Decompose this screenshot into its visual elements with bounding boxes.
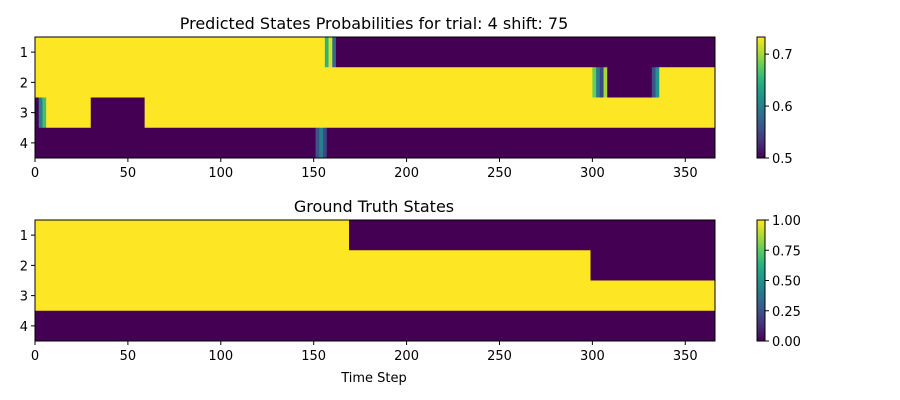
heatmap-cell-row-1	[328, 37, 333, 68]
heatmap-cell-row-4	[35, 310, 716, 342]
chart-title: Ground Truth States	[294, 197, 454, 216]
colorbar-tick-label: 0.25	[772, 305, 801, 320]
x-axis: 0 50 100 150 200 250 300 350	[31, 158, 698, 181]
x-tick-label: 350	[673, 166, 698, 181]
heatmap-cell-row-4	[319, 127, 324, 159]
x-tick-label: 50	[120, 166, 137, 181]
colorbar-gradient	[756, 36, 766, 159]
colorbar-tick-label: 0.7	[772, 48, 793, 63]
colorbar-tick-label: 0.6	[772, 100, 793, 115]
heatmap-cell-row-2	[599, 67, 604, 98]
heatmap-cell-row-2	[607, 67, 653, 98]
heatmap-cell-row-3	[42, 97, 47, 129]
x-tick-label: 200	[394, 349, 419, 364]
colorbar-tick-label: 0.50	[772, 275, 801, 290]
heatmap-cell-row-3	[90, 97, 146, 129]
heatmap-cell-row-3	[46, 97, 92, 129]
colorbar-tick-label: 0.75	[772, 244, 801, 259]
heatmap-cell-row-2	[659, 67, 716, 98]
x-tick-label: 100	[208, 166, 233, 181]
y-tick-label: 3	[20, 107, 28, 122]
heatmap-cell-row-4	[315, 127, 320, 159]
x-tick-label: 250	[487, 166, 512, 181]
x-tick-label: 300	[580, 349, 605, 364]
y-tick-label: 4	[20, 137, 28, 152]
y-tick-label: 3	[20, 290, 28, 305]
heatmap-cell-row-1	[35, 220, 350, 251]
heatmap-cell-row-4	[35, 127, 316, 159]
heatmap-cell-row-2	[35, 250, 591, 281]
heatmap-cell-row-2	[603, 67, 608, 98]
heatmap-cells	[35, 220, 716, 342]
y-tick-label: 2	[20, 259, 28, 274]
y-axis: 1 2 3 4	[20, 229, 35, 335]
x-tick-label: 350	[673, 349, 698, 364]
heatmap-cell-row-1	[348, 220, 716, 251]
colorbar-tick-label: 0.00	[772, 335, 801, 350]
heatmap-cell-row-1	[332, 37, 337, 68]
x-tick-label: 250	[487, 349, 512, 364]
y-tick-label: 4	[20, 320, 28, 335]
x-axis-label: Time Step	[340, 371, 407, 386]
y-tick-label: 2	[20, 76, 28, 91]
heatmap-cell-row-3	[35, 280, 716, 312]
heatmap-cell-row-2	[592, 67, 597, 98]
x-tick-label: 300	[580, 166, 605, 181]
y-tick-label: 1	[20, 229, 28, 244]
colorbar: 0.00 0.25 0.50 0.75 1.00	[756, 214, 801, 350]
x-tick-label: 100	[208, 349, 233, 364]
heatmap-cell-row-2	[651, 67, 656, 98]
heatmap-cell-row-4	[326, 127, 716, 159]
x-tick-label: 150	[301, 349, 326, 364]
heatmap-cell-row-1	[35, 37, 326, 68]
colorbar: 0.5 0.6 0.7	[756, 36, 793, 167]
x-tick-label: 200	[394, 166, 419, 181]
colorbar-tick-label: 0.5	[772, 152, 793, 167]
colorbar-tick-label: 1.00	[772, 214, 801, 229]
heatmap-cell-row-1	[335, 37, 716, 68]
predicted-states-panel: Predicted States Probabilities for trial…	[20, 14, 793, 181]
chart-title: Predicted States Probabilities for trial…	[180, 14, 569, 33]
y-tick-label: 1	[20, 46, 28, 61]
heatmap-cell-row-2	[590, 250, 716, 281]
x-tick-label: 0	[31, 349, 39, 364]
heatmap-cell-row-3	[38, 97, 43, 129]
colorbar-gradient	[756, 219, 766, 342]
plot-frame	[34, 219, 716, 342]
x-tick-label: 150	[301, 166, 326, 181]
ground-truth-panel: Ground Truth States 1 2 3 4 0 50 100 150 200 250…	[20, 197, 801, 386]
x-tick-label: 0	[31, 166, 39, 181]
heatmap-cell-row-4	[322, 127, 328, 159]
heatmap-cell-row-1	[324, 37, 329, 68]
x-axis: 0 50 100 150 200 250 300 350	[31, 341, 698, 364]
y-axis: 1 2 3 4	[20, 46, 35, 152]
heatmap-cells	[35, 37, 716, 159]
heatmap-cell-row-3	[144, 97, 716, 129]
heatmap-cell-row-2	[596, 67, 601, 98]
heatmap-cell-row-2	[655, 67, 660, 98]
x-tick-label: 50	[120, 349, 137, 364]
heatmap-cell-row-2	[35, 67, 593, 98]
heatmap-cell-row-3	[35, 97, 40, 129]
plot-frame	[34, 36, 716, 159]
